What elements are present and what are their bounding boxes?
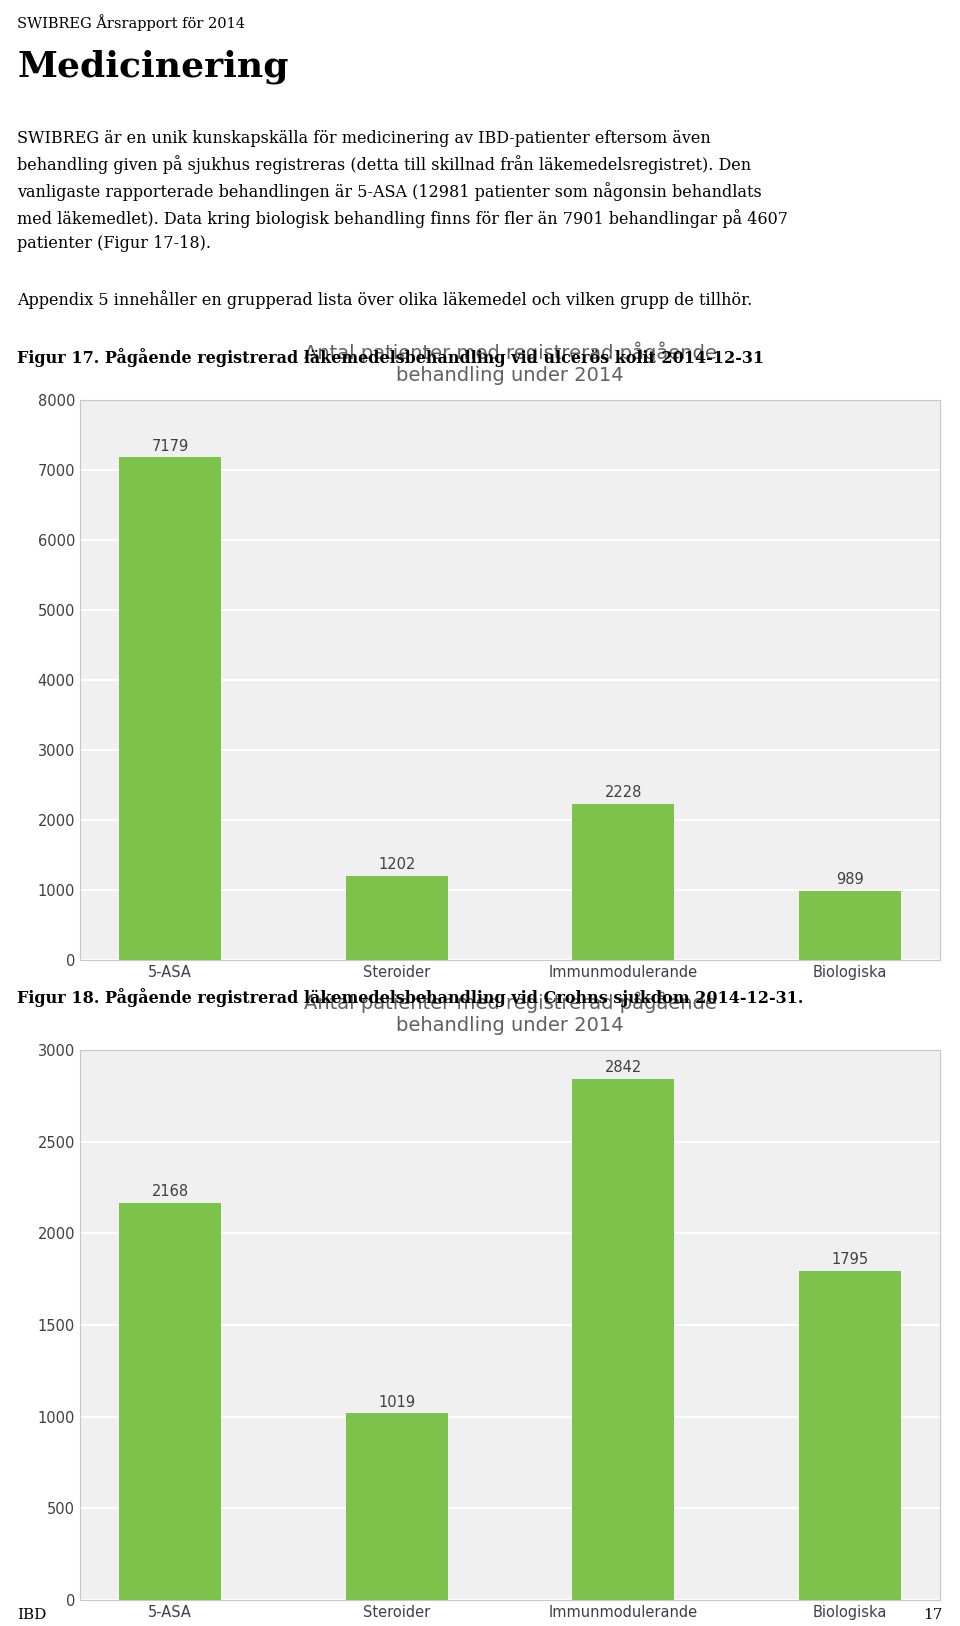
Bar — [572, 1080, 674, 1600]
Bar — [119, 1203, 221, 1600]
Text: Figur 17. Pågående registrerad läkemedelsbehandling vid ulcerös kolit 2014-12-31: Figur 17. Pågående registrerad läkemedel… — [17, 348, 764, 367]
Text: IBD: IBD — [17, 1608, 47, 1623]
Text: 989: 989 — [836, 872, 864, 886]
Bar — [799, 1272, 900, 1600]
Bar — [119, 457, 221, 959]
Text: 17: 17 — [924, 1608, 943, 1623]
Text: 1202: 1202 — [378, 857, 416, 872]
Title: Antal patienter med registrerad pågående
behandling under 2014: Antal patienter med registrerad pågående… — [303, 341, 716, 385]
Text: 7179: 7179 — [152, 439, 189, 454]
Title: Antal patienter med registrerad pågående
behandling under 2014: Antal patienter med registrerad pågående… — [303, 992, 716, 1034]
Bar — [799, 891, 900, 959]
Bar — [346, 876, 447, 959]
Text: 2228: 2228 — [605, 785, 642, 800]
Text: SWIBREG Årsrapport för 2014: SWIBREG Årsrapport för 2014 — [17, 15, 246, 31]
Text: Appendix 5 innehåller en grupperad lista över olika läkemedel och vilken grupp d: Appendix 5 innehåller en grupperad lista… — [17, 289, 753, 309]
Text: SWIBREG är en unik kunskapskälla för medicinering av IBD-patienter eftersom även: SWIBREG är en unik kunskapskälla för med… — [17, 130, 788, 252]
Text: 1019: 1019 — [378, 1395, 416, 1410]
Text: Figur 18. Pågående registrerad läkemedelsbehandling vid Crohns sjukdom 2014-12-3: Figur 18. Pågående registrerad läkemedel… — [17, 989, 804, 1006]
Text: Medicinering: Medicinering — [17, 50, 289, 85]
Bar — [572, 803, 674, 959]
Text: 1795: 1795 — [831, 1252, 869, 1267]
Text: 2168: 2168 — [152, 1184, 189, 1198]
Bar — [346, 1413, 447, 1600]
Text: 2842: 2842 — [605, 1060, 642, 1075]
